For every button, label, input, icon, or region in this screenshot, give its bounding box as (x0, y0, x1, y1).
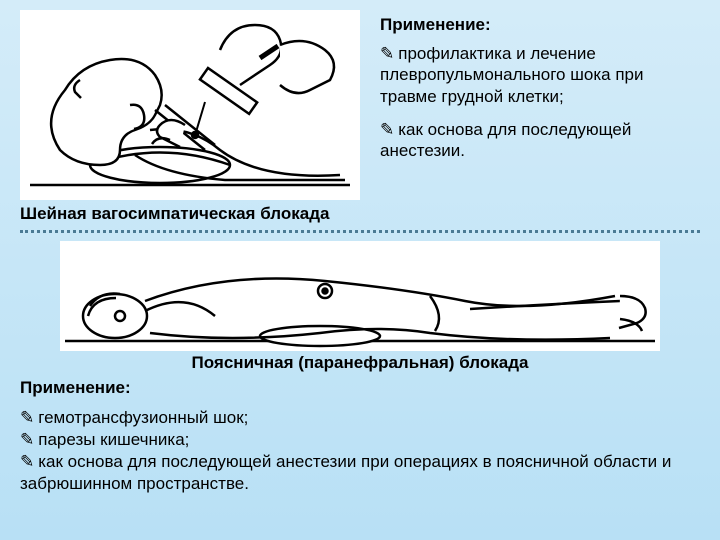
top-heading: Применение: (380, 15, 700, 35)
top-item-1-text: профилактика и лечение плевропульмональн… (380, 44, 643, 106)
top-item-1: профилактика и лечение плевропульмональн… (380, 43, 700, 107)
bottom-item-2: парезы кишечника; (20, 429, 700, 451)
bottom-text-block: Применение: гемотрансфузионный шок; паре… (0, 373, 720, 495)
bottom-item-3: как основа для последующей анестезии при… (20, 451, 700, 495)
top-item-2: как основа для последующей анестезии. (380, 119, 700, 162)
bottom-caption: Поясничная (паранефральная) блокада (0, 353, 720, 373)
bottom-item-2-text: парезы кишечника; (38, 430, 189, 449)
bottom-heading: Применение: (20, 377, 700, 399)
divider-dots (20, 230, 700, 233)
top-item-2-text: как основа для последующей анестезии. (380, 120, 631, 160)
top-section: Применение: профилактика и лечение плевр… (0, 0, 720, 200)
bottom-item-1-text: гемотрансфузионный шок; (38, 408, 248, 427)
bottom-item-3-text: как основа для последующей анестезии при… (20, 452, 671, 493)
top-caption: Шейная вагосимпатическая блокада (0, 204, 720, 224)
lumbar-block-illustration (60, 241, 660, 351)
slide: Применение: профилактика и лечение плевр… (0, 0, 720, 540)
top-text-block: Применение: профилактика и лечение плевр… (360, 10, 700, 200)
bottom-item-1: гемотрансфузионный шок; (20, 407, 700, 429)
cervical-block-illustration (20, 10, 360, 200)
